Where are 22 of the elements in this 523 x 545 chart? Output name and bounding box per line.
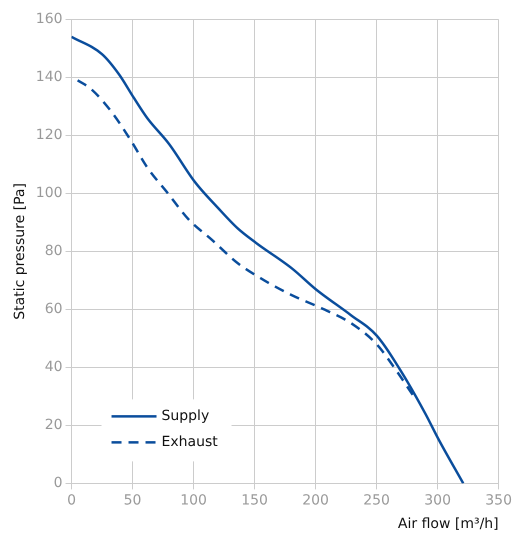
y-axis-title: Static pressure [Pa] xyxy=(12,183,28,320)
legend-label: Exhaust xyxy=(162,434,218,450)
y-tick-label: 60 xyxy=(44,301,63,318)
y-tick-label: 80 xyxy=(44,243,63,260)
legend-label: Supply xyxy=(162,408,210,424)
y-tick-label: 120 xyxy=(36,127,63,144)
x-tick-label: 250 xyxy=(363,492,390,508)
y-tick-label: 100 xyxy=(36,185,63,202)
x-tick-label: 350 xyxy=(485,492,512,508)
y-tick-label: 20 xyxy=(44,417,63,434)
x-tick-label: 0 xyxy=(67,492,76,508)
x-tick-label: 50 xyxy=(124,492,142,508)
x-tick-label: 300 xyxy=(424,492,451,508)
x-tick-label: 150 xyxy=(241,492,268,508)
y-tick-label: 40 xyxy=(44,359,63,376)
x-axis-title: Air flow [m³/h] xyxy=(398,516,499,532)
y-tick-label: 0 xyxy=(54,475,63,492)
y-tick-label: 140 xyxy=(36,69,63,86)
x-tick-label: 200 xyxy=(302,492,329,508)
y-tick-label: 160 xyxy=(36,11,63,28)
x-tick-label: 100 xyxy=(180,492,207,508)
line-series xyxy=(72,36,464,484)
